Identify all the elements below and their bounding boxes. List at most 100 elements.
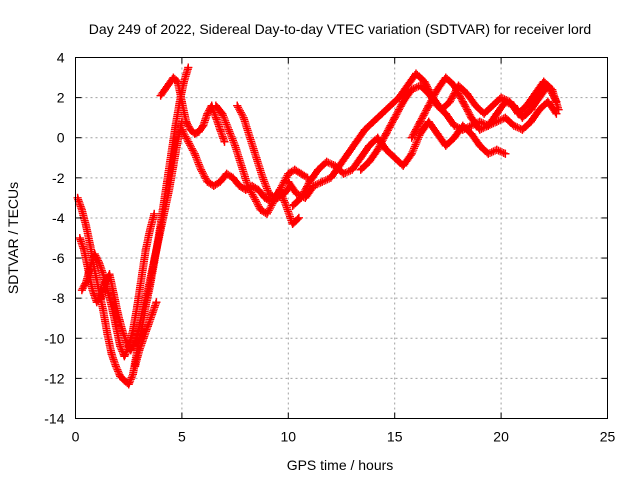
y-tick-label: -10 [44,330,64,346]
x-tick-label: 10 [281,429,297,445]
y-tick-label: 2 [57,90,65,106]
data-point [407,85,416,94]
data-point [218,109,227,118]
data-point [152,246,161,254]
data-point [254,185,263,194]
data-point [416,81,425,90]
data-point [177,125,186,134]
data-point [235,181,244,190]
data-point [390,113,399,122]
data-point [190,129,199,138]
data-point [382,129,391,138]
plus-markers [407,73,561,142]
data-point [94,258,103,267]
data-point [186,125,195,134]
data-point [450,81,459,90]
data-point [509,101,518,110]
series-track-3 [77,209,159,361]
data-point [407,149,416,158]
data-point [399,161,408,170]
series-track-8 [233,101,312,202]
data-point [211,113,220,122]
data-marks [73,63,563,389]
data-point [373,133,382,142]
data-point [77,286,86,295]
data-point [184,137,193,146]
data-point [450,121,459,130]
series-track-10 [288,117,510,210]
data-point [309,181,318,190]
data-point [111,322,120,331]
data-point [552,97,561,106]
data-point [348,165,357,174]
x-tick-label: 5 [178,429,186,445]
data-point [148,310,157,319]
data-point [220,137,229,146]
series-track-6 [177,125,295,206]
data-point [475,125,484,134]
data-point [526,105,535,114]
data-point [277,181,286,190]
data-point [246,133,254,142]
data-point [137,274,146,283]
data-point [322,157,331,166]
x-axis-label: GPS time / hours [287,457,394,473]
data-point [224,125,233,134]
data-point [165,185,174,194]
data-point [297,169,306,178]
data-point [450,133,459,142]
data-point [403,81,412,90]
series-track-12 [407,73,561,142]
data-point [173,77,182,86]
data-point [82,278,91,287]
data-point [107,350,116,359]
data-point [331,161,340,170]
data-point [288,220,297,228]
data-point [420,77,429,86]
data-point [197,165,206,174]
data-point [77,205,86,214]
data-point [552,109,561,118]
data-point [260,193,269,202]
data-point [111,362,120,371]
data-point [82,222,91,230]
data-point [518,125,527,134]
data-point [497,93,506,102]
data-point [467,129,476,138]
data-point [114,310,123,319]
data-point [441,141,450,150]
data-point [216,125,225,134]
data-point [543,97,552,106]
data-point [288,201,297,210]
data-point [369,117,378,126]
data-point [88,286,97,295]
y-tick-label: -2 [52,170,65,186]
x-tick-label: 20 [493,429,509,445]
series-track-5 [156,73,229,146]
data-point [184,63,193,72]
data-point [124,380,133,389]
data-point [290,165,299,174]
data-point [165,79,174,88]
data-point [480,109,489,118]
y-tick-label: 4 [57,50,65,66]
data-point [265,189,274,198]
data-point [199,121,208,130]
data-point [543,81,552,90]
data-point [318,177,327,186]
data-point [146,226,154,234]
data-point [441,73,450,82]
data-point [177,97,186,106]
plus-markers [288,117,510,210]
data-point [129,326,137,335]
y-tick-label: -6 [52,250,65,266]
data-point [433,85,442,94]
data-point [209,181,218,190]
data-point [407,133,416,142]
data-point [399,97,408,106]
data-point [190,149,199,158]
data-point [284,169,293,178]
data-point [203,109,212,118]
data-point [143,286,152,295]
data-point [314,165,323,174]
